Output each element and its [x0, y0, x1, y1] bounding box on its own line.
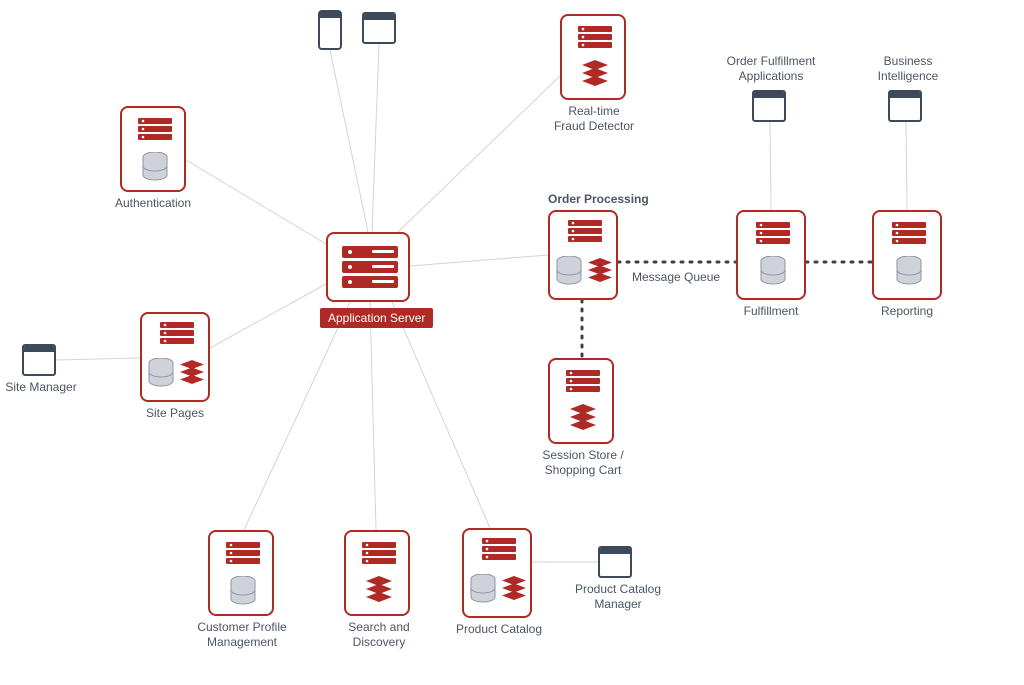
badge-app-server: Application Server — [320, 308, 433, 328]
label-reporting: Reporting — [860, 304, 954, 319]
label-message-queue: Message Queue — [632, 270, 720, 285]
label-order-processing: Order Processing — [548, 192, 649, 207]
node-fraud — [560, 14, 626, 100]
pcm-client-icon — [598, 546, 632, 578]
database-icon — [760, 256, 786, 286]
node-order — [548, 210, 618, 300]
ofa-client-icon — [752, 90, 786, 122]
database-icon — [142, 152, 168, 182]
edge-app-order — [410, 255, 548, 266]
server-icon — [160, 322, 194, 346]
node-reporting — [872, 210, 942, 300]
edge-app-mobile — [330, 50, 368, 232]
node-app-server — [326, 232, 410, 302]
server-icon — [138, 118, 172, 142]
label-authentication: Authentication — [100, 196, 206, 211]
server-icon — [362, 542, 396, 566]
edge-app-fraud — [398, 76, 560, 232]
node-catalog — [462, 528, 532, 618]
database-icon — [556, 256, 582, 286]
bi-client-icon — [888, 90, 922, 122]
database-icon — [896, 256, 922, 286]
database-icon — [148, 358, 174, 388]
node-cpm — [208, 530, 274, 616]
mobile-client-icon — [318, 10, 342, 50]
redis-icon — [178, 360, 206, 388]
server-icon — [482, 538, 516, 562]
label-catalog: Product Catalog — [446, 622, 552, 637]
database-icon — [470, 574, 496, 604]
database-icon — [230, 576, 256, 606]
label-fulfillment: Fulfillment — [724, 304, 818, 319]
label-ofa: Order Fulfillment Applications — [716, 54, 826, 84]
edge-app-sitepages — [210, 284, 326, 348]
label-fraud: Real-time Fraud Detector — [544, 104, 644, 134]
edge-app-search — [370, 302, 376, 530]
server-icon — [342, 246, 398, 290]
server-icon — [892, 222, 926, 246]
edge-app-browser — [372, 44, 379, 232]
redis-icon — [568, 404, 598, 434]
edge-sitepages-sitemanager — [56, 358, 140, 360]
edge-fulfillment-ofa — [770, 122, 771, 210]
redis-icon — [586, 258, 614, 286]
edge-reporting-bi — [906, 122, 907, 210]
label-session: Session Store / Shopping Cart — [530, 448, 636, 478]
server-icon — [578, 26, 612, 50]
node-search — [344, 530, 410, 616]
browser-client-icon — [362, 12, 396, 44]
server-icon — [756, 222, 790, 246]
node-authentication — [120, 106, 186, 192]
site-manager-client-icon — [22, 344, 56, 376]
edge-app-cpm — [244, 302, 350, 530]
label-site-pages: Site Pages — [132, 406, 218, 421]
label-pcm: Product Catalog Manager — [566, 582, 670, 612]
server-icon — [568, 220, 602, 244]
edge-app-catalog — [392, 302, 490, 528]
node-fulfillment — [736, 210, 806, 300]
node-site-pages — [140, 312, 210, 402]
redis-icon — [580, 60, 610, 90]
redis-icon — [500, 576, 528, 604]
node-session — [548, 358, 614, 444]
redis-icon — [364, 576, 394, 606]
label-cpm: Customer Profile Management — [182, 620, 302, 650]
edge-app-auth — [186, 160, 326, 244]
label-site-manager: Site Manager — [2, 380, 80, 395]
label-search: Search and Discovery — [324, 620, 434, 650]
server-icon — [226, 542, 260, 566]
label-bi: Business Intelligence — [860, 54, 956, 84]
server-icon — [566, 370, 600, 394]
